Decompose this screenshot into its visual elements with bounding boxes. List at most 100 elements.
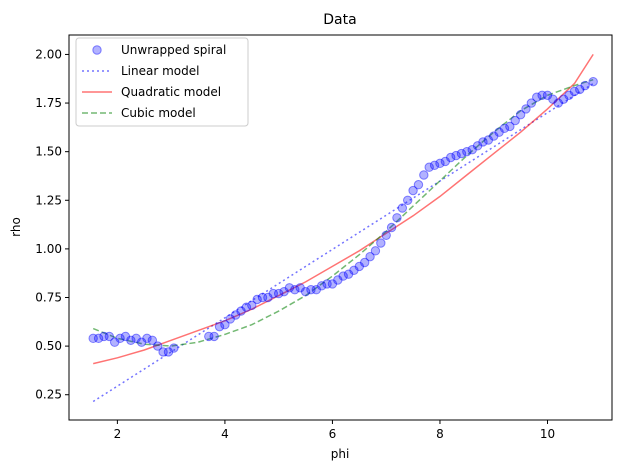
scatter-point <box>553 98 563 108</box>
scatter-point <box>370 246 381 256</box>
legend: Unwrapped spiral Linear model Quadratic mo… <box>75 37 249 127</box>
scatter-point <box>446 152 456 163</box>
scatter-point <box>408 185 418 196</box>
legend-label: Unwrapped spiral <box>121 43 226 57</box>
plot-frame <box>68 34 613 421</box>
scatter-point <box>413 180 424 190</box>
scatter-point <box>153 341 163 351</box>
scatter-point <box>273 288 284 299</box>
scatter-point <box>169 343 179 353</box>
scatter-point <box>440 156 451 167</box>
scatter-point <box>521 104 531 114</box>
scatter-point <box>257 292 268 303</box>
scatter-point <box>147 335 158 345</box>
scatter-point <box>209 331 219 342</box>
scatter-point <box>515 110 526 120</box>
scatter-point <box>295 283 305 293</box>
scatter-point <box>115 333 125 344</box>
scatter-point <box>236 306 246 316</box>
scatter-point <box>403 195 413 205</box>
y-tick-label: 2.00 <box>35 47 62 61</box>
scatter-point <box>349 265 359 275</box>
scatter-point <box>575 84 585 95</box>
y-tick-label: 0.25 <box>35 388 62 402</box>
scatter-point <box>505 121 515 132</box>
scatter-point <box>392 213 402 223</box>
y-tick-label: 0.50 <box>35 339 62 353</box>
scatter-point <box>429 160 440 170</box>
series-line-1 <box>92 82 594 403</box>
scatter-point <box>136 337 147 347</box>
scatter-point <box>268 288 278 299</box>
scatter-point <box>241 302 252 312</box>
scatter-point <box>327 279 338 289</box>
scatter-point <box>88 333 98 344</box>
scatter-point <box>322 279 332 289</box>
x-tick-label: 2 <box>114 427 122 441</box>
scatter-point <box>333 275 343 285</box>
x-axis: 2 4 6 8 10 <box>114 420 555 441</box>
scatter-point <box>220 320 230 330</box>
scatter-point <box>120 331 131 342</box>
scatter-point <box>343 269 354 279</box>
scatter-point <box>300 286 311 297</box>
x-axis-label: phi <box>331 447 350 461</box>
series-line-3 <box>92 78 594 347</box>
scatter-point <box>109 337 120 347</box>
scatter-point <box>564 90 574 100</box>
scatter-point <box>306 285 316 295</box>
scatter-point <box>104 331 115 342</box>
scatter-point <box>381 230 391 240</box>
scatter-point <box>386 222 397 233</box>
legend-label: Linear model <box>121 64 199 78</box>
scatter-point <box>284 283 295 293</box>
scatter-point <box>569 86 580 97</box>
scatter-point <box>532 92 542 102</box>
legend-marker <box>92 45 102 55</box>
scatter-point <box>542 90 553 100</box>
scatter-point <box>365 251 375 262</box>
legend-box <box>75 37 249 127</box>
x-tick-label: 4 <box>221 427 229 441</box>
x-tick-label: 8 <box>436 427 444 441</box>
y-tick-label: 1.25 <box>35 193 62 207</box>
scatter-point <box>510 115 520 126</box>
scatter-point <box>472 141 483 151</box>
scatter-point <box>316 281 327 291</box>
scatter-point <box>225 314 235 324</box>
chart-title: Data <box>323 12 356 28</box>
x-tick-label: 10 <box>540 427 555 441</box>
scatter-point <box>537 90 547 100</box>
scatter-point <box>419 170 429 180</box>
scatter-point <box>558 94 569 104</box>
scatter-point <box>526 98 537 108</box>
scatter-point <box>338 271 348 281</box>
scatter-point <box>126 335 136 345</box>
scatter-point <box>548 94 558 104</box>
scatter-point <box>93 333 104 344</box>
scatter-point <box>204 331 214 342</box>
scatter-point <box>494 127 504 137</box>
scatter-point <box>424 162 434 172</box>
scatter-point <box>588 76 598 87</box>
scatter-point <box>142 333 152 344</box>
y-tick-label: 1.00 <box>35 242 62 256</box>
scatter-point <box>158 347 168 357</box>
scatter-point <box>451 150 461 161</box>
scatter-point <box>247 300 257 310</box>
y-tick-label: 1.50 <box>35 145 62 159</box>
scatter-point <box>214 321 225 332</box>
scatter-point <box>131 333 141 344</box>
scatter-point <box>263 292 273 303</box>
scatter-point <box>230 310 241 320</box>
legend-label: Quadratic model <box>121 85 221 99</box>
scatter-point <box>580 80 590 91</box>
scatter-point <box>163 347 174 357</box>
y-tick-label: 0.75 <box>35 291 62 305</box>
scatter-point <box>359 257 370 268</box>
scatter-point <box>354 261 365 272</box>
y-axis: 0.25 0.50 0.75 1.00 1.25 1.50 1.75 2.00 <box>35 47 69 402</box>
scatter-point <box>279 286 289 297</box>
chart-marks <box>88 53 598 403</box>
